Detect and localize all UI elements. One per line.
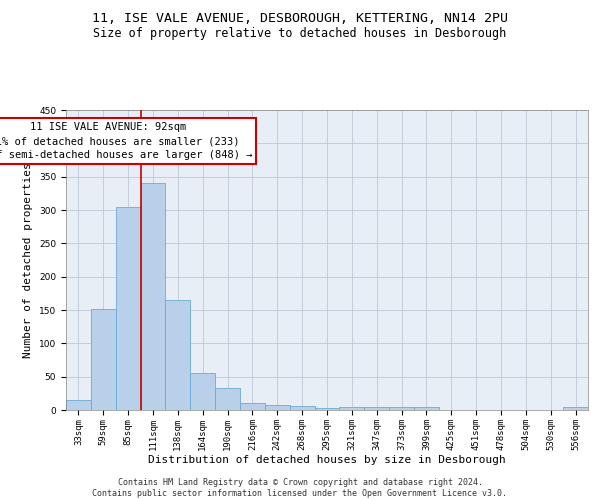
Bar (91, 308, 116, 410)
Bar (364, 406, 389, 410)
Bar (140, 184, 166, 410)
Bar (116, 206, 140, 410)
Bar (166, 300, 190, 410)
Bar (389, 406, 414, 410)
Text: 11, ISE VALE AVENUE, DESBOROUGH, KETTERING, NN14 2PU: 11, ISE VALE AVENUE, DESBOROUGH, KETTERI… (92, 12, 508, 26)
Bar (563, 408, 588, 410)
Bar (340, 406, 364, 410)
Bar (240, 404, 265, 410)
Bar (190, 374, 215, 410)
Bar (66, 400, 91, 410)
Bar (290, 406, 314, 410)
Text: Contains HM Land Registry data © Crown copyright and database right 2024.
Contai: Contains HM Land Registry data © Crown c… (92, 478, 508, 498)
X-axis label: Distribution of detached houses by size in Desborough: Distribution of detached houses by size … (148, 456, 506, 466)
Y-axis label: Number of detached properties: Number of detached properties (23, 162, 34, 358)
Bar (414, 406, 439, 410)
Text: 11 ISE VALE AVENUE: 92sqm
← 21% of detached houses are smaller (233)
78% of semi: 11 ISE VALE AVENUE: 92sqm ← 21% of detac… (0, 122, 252, 160)
Bar (314, 408, 340, 410)
Bar (265, 404, 290, 410)
Text: Size of property relative to detached houses in Desborough: Size of property relative to detached ho… (94, 28, 506, 40)
Bar (215, 388, 240, 410)
